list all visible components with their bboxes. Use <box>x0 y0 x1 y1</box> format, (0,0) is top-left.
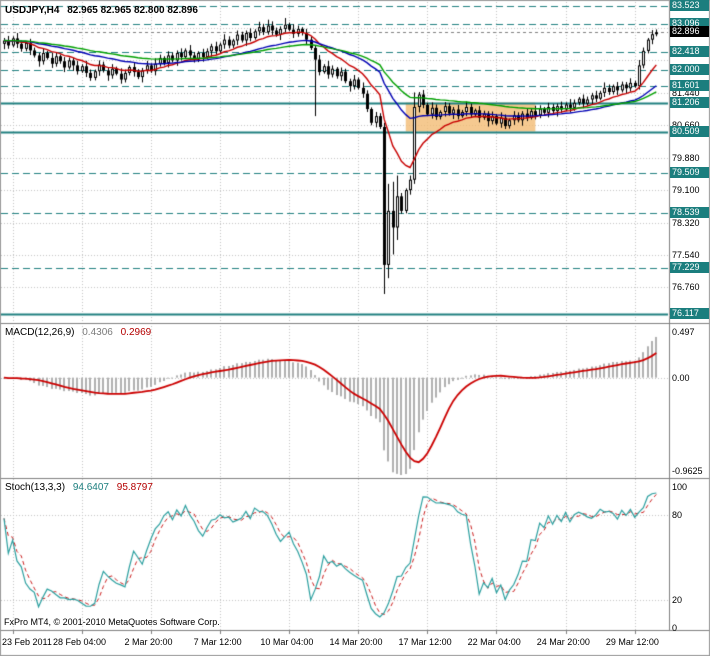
chart-header: USDJPY,H4 82.965 82.965 82.800 82.896 <box>5 5 203 16</box>
stoch-main-value: 94.6407 <box>72 482 109 493</box>
macd-main-value: 0.4306 <box>82 327 113 338</box>
stoch-header: Stoch(13,3,3) 94.6407 95.8797 <box>5 482 158 493</box>
price-scale[interactable] <box>670 0 710 630</box>
stoch-title: Stoch(13,3,3) <box>5 482 66 493</box>
macd-signal-value: 0.2969 <box>120 327 152 338</box>
time-axis[interactable] <box>0 631 668 655</box>
stoch-signal-value: 95.8797 <box>116 482 153 493</box>
macd-title: MACD(12,26,9) <box>5 327 75 338</box>
symbol-timeframe-label: USDJPY,H4 <box>5 5 60 16</box>
copyright-text: FxPro MT4, © 2001-2010 MetaQuotes Softwa… <box>4 617 220 627</box>
ohlc-values: 82.965 82.965 82.800 82.896 <box>67 5 198 16</box>
macd-header: MACD(12,26,9) 0.4306 0.2969 <box>5 327 156 338</box>
